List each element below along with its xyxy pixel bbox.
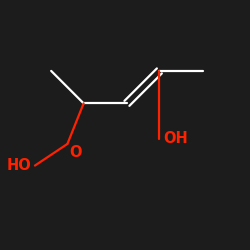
Text: O: O [69,145,81,160]
Text: OH: OH [164,131,188,146]
Text: HO: HO [6,158,31,173]
